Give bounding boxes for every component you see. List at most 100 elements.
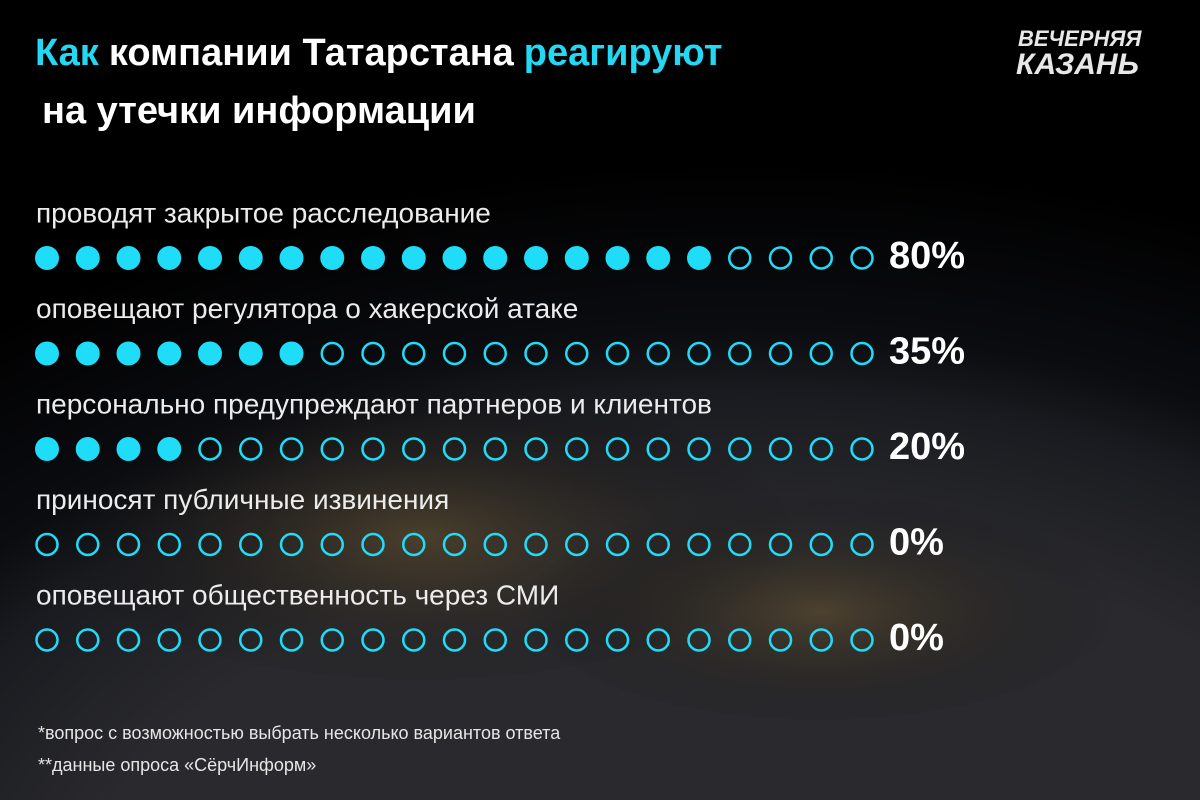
category-label: персонально предупреждают партнеров и кл…	[36, 388, 712, 419]
dot-filled	[605, 246, 630, 270]
logo-text: КАЗАНЬ	[1016, 48, 1139, 81]
rows: проводят закрытое расследование 80% оповещ…	[35, 197, 965, 659]
dot-empty	[646, 341, 670, 366]
dot-filled	[238, 246, 263, 270]
dot-empty	[483, 628, 507, 652]
dot-empty	[239, 628, 263, 652]
dot-empty	[605, 532, 630, 557]
dot-empty	[687, 437, 711, 461]
title-part: Как	[35, 32, 100, 74]
category-label: оповещают регулятора о хакерской атаке	[36, 293, 578, 324]
value-label: 20%	[889, 426, 965, 468]
dot-empty	[809, 628, 833, 652]
dot-filled	[198, 341, 222, 366]
dot-filled	[198, 246, 222, 270]
dot-empty	[483, 341, 507, 366]
city-lights	[520, 480, 1120, 720]
dot-empty	[524, 341, 548, 366]
value-label: 0%	[889, 617, 944, 659]
dot-filled	[157, 246, 182, 270]
dot-empty	[646, 628, 670, 652]
dot-empty	[850, 246, 874, 270]
dot-filled	[116, 341, 141, 366]
dot-empty	[728, 437, 752, 461]
dot-empty	[850, 341, 874, 366]
dot-empty	[809, 532, 833, 557]
dot-filled	[401, 246, 426, 270]
dot-filled	[116, 437, 141, 461]
dot-empty	[320, 341, 344, 366]
dot-empty	[35, 532, 59, 557]
dot-filled	[646, 246, 671, 270]
dot-filled	[483, 246, 508, 270]
dot-filled	[75, 437, 100, 461]
dot-filled	[564, 246, 589, 270]
dot-empty	[483, 532, 507, 557]
title-part: реагируют	[524, 32, 723, 74]
dot-empty	[687, 341, 711, 366]
dot-empty	[524, 532, 548, 557]
dot-empty	[320, 628, 344, 652]
dot-empty	[116, 532, 141, 557]
dot-empty	[239, 437, 263, 461]
dot-empty	[646, 532, 670, 557]
dot-filled	[361, 246, 385, 270]
dot-empty	[361, 532, 385, 557]
dot-filled	[279, 246, 304, 270]
dot-empty	[687, 532, 711, 557]
category-label: оповещают общественность через СМИ	[36, 579, 559, 610]
dot-empty	[442, 437, 467, 461]
dot-empty	[279, 628, 304, 652]
dot-empty	[320, 532, 344, 557]
dot-empty	[646, 437, 670, 461]
dot-empty	[442, 628, 467, 652]
dot-empty	[728, 532, 752, 557]
dot-empty	[850, 628, 874, 652]
category-label: проводят закрытое расследование	[36, 197, 491, 228]
dot-filled	[157, 341, 182, 366]
dot-filled	[116, 246, 141, 270]
dot-empty	[442, 341, 467, 366]
dot-empty	[605, 437, 630, 461]
dot-empty	[402, 628, 426, 652]
footnote: **данные опроса «СёрчИнформ»	[38, 755, 316, 775]
dot-empty	[605, 628, 630, 652]
dot-empty	[198, 532, 222, 557]
dot-empty	[565, 437, 589, 461]
logo-text: ВЕЧЕРНЯЯ	[1018, 26, 1142, 51]
dot-empty	[565, 532, 589, 557]
dot-filled	[75, 246, 100, 270]
dot-empty	[809, 437, 833, 461]
dot-empty	[361, 437, 385, 461]
dot-empty	[687, 628, 711, 652]
value-label: 0%	[889, 522, 944, 564]
dot-empty	[565, 628, 589, 652]
value-label: 80%	[889, 235, 965, 277]
dot-empty	[279, 532, 304, 557]
title-line: Как компании Татарстана реагируют	[35, 32, 722, 74]
dot-filled	[238, 341, 263, 366]
dot-empty	[809, 246, 833, 270]
dot-empty	[728, 628, 752, 652]
dot-empty	[605, 341, 630, 366]
dot-empty	[157, 628, 181, 652]
dot-filled	[279, 341, 304, 366]
dot-filled	[687, 246, 711, 270]
logo: ВЕЧЕРНЯЯ КАЗАНЬ	[1016, 26, 1142, 81]
dot-empty	[442, 532, 467, 557]
dot-filled	[35, 341, 59, 366]
dot-empty	[768, 628, 793, 652]
dot-empty	[361, 628, 385, 652]
dot-empty	[320, 437, 344, 461]
dot-empty	[76, 628, 100, 652]
dot-empty	[728, 341, 752, 366]
dot-empty	[768, 341, 793, 366]
dot-empty	[157, 532, 181, 557]
dot-filled	[320, 246, 345, 270]
dot-empty	[524, 628, 548, 652]
dot-empty	[483, 437, 507, 461]
dot-empty	[850, 437, 874, 461]
dot-empty	[35, 628, 59, 652]
dot-empty	[279, 437, 304, 461]
